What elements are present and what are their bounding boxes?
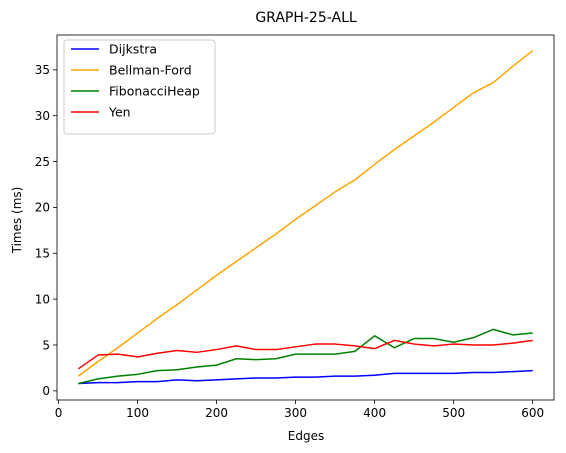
legend: Dijkstra Bellman-Ford FibonacciHeap Yen (63, 39, 216, 135)
x-tick-label: 500 (442, 406, 465, 420)
y-tick-label: 20 (35, 201, 50, 215)
x-tick-label: 600 (521, 406, 544, 420)
axes-frame (56, 34, 555, 401)
x-axis-label: Edges (288, 429, 324, 443)
y-tick-label: 30 (35, 109, 50, 123)
y-tick-label: 25 (35, 155, 50, 169)
x-tick-label: 300 (284, 406, 307, 420)
legend-label: FibonacciHeap (109, 84, 200, 99)
y-tick-label: 10 (35, 292, 50, 306)
x-tick-label: 100 (126, 406, 149, 420)
series-line-fibonacciheap (78, 328, 533, 385)
y-tick-label: 15 (35, 247, 50, 261)
y-axis-label: Times (ms) (10, 187, 24, 255)
chart-title: GRAPH-25-ALL (255, 10, 357, 26)
series-line-dijkstra (78, 369, 533, 385)
plot-area: 0 100 200 300 400 500 600 0 5 10 15 20 25 30 35 (35, 34, 555, 420)
y-tick-label: 5 (42, 338, 50, 352)
series-line-bellman-ford (77, 50, 534, 377)
x-tick-label: 400 (363, 406, 386, 420)
legend-label: Dijkstra (109, 42, 157, 57)
legend-label: Yen (108, 105, 131, 120)
x-tick-label: 200 (205, 406, 228, 420)
legend-label: Bellman-Ford (109, 63, 192, 78)
x-tick-label: 0 (55, 406, 63, 420)
y-tick-label: 35 (35, 63, 50, 77)
series-line-yen (77, 339, 533, 370)
y-tick-label: 0 (42, 384, 50, 398)
legend-box (63, 39, 216, 135)
